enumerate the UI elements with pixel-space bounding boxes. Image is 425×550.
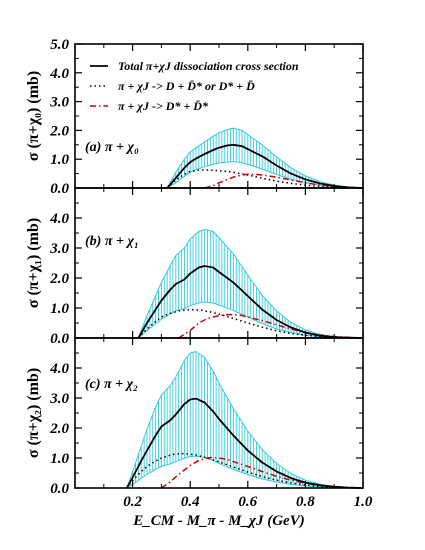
panel-b-ylabel: σ (π+χ₁) (mb) — [25, 218, 42, 308]
panel-b-curve-layer — [137, 265, 364, 339]
y-tick-label: 0.0 — [50, 481, 69, 497]
panel-a-ylabel: σ (π+χ₀) (mb) — [25, 71, 42, 161]
band-upper-line — [137, 228, 364, 339]
y-tick-label: 2.0 — [49, 271, 69, 287]
y-tick-label: 1.0 — [50, 301, 69, 317]
y-tick-label: 3.0 — [49, 95, 69, 111]
panel-a-curve-layer — [166, 143, 364, 189]
total-curve — [126, 397, 364, 489]
panel-b-band-layer — [137, 228, 364, 339]
x-tick-label: 0.6 — [238, 494, 257, 510]
legend-total-label: Total π+χJ dissociation cross section — [118, 59, 299, 73]
dstar-dstar-curve — [178, 313, 364, 339]
panel-c: 0.0 1.0 2.0 3.0 4.0 0.2 0.4 0.6 0.8 1.0 (c) π + χ… — [25, 337, 373, 529]
panel-a: 0.0 1.0 2.0 3.0 4.0 5.0 (a) π + χ₀ σ (π+χ₀) (… — [25, 37, 364, 197]
y-tick-label: 4.0 — [49, 211, 69, 227]
x-tick-label: 1.0 — [354, 494, 373, 510]
y-tick-label: 1.0 — [50, 152, 69, 168]
dstar-dstar-curve — [204, 173, 364, 189]
total-curve — [137, 265, 364, 339]
panel-a-label: (a) π + χ₀ — [85, 140, 139, 155]
legend-dsds-label: π + χJ -> D* + D̄* — [118, 99, 209, 113]
panel-a-axes: 0.0 1.0 2.0 3.0 4.0 5.0 — [49, 37, 364, 197]
panel-c-ylabel: σ (π+χ₂) (mb) — [25, 368, 42, 458]
panel-c-label: (c) π + χ₂ — [85, 377, 138, 392]
legend-dd-label: π + χJ -> D + D̄* or D* + D̄ — [118, 79, 255, 93]
y-tick-label: 4.0 — [49, 66, 69, 82]
y-tick-label: 1.0 — [50, 451, 69, 467]
panel-b-label: (b) π + χ₁ — [85, 234, 139, 249]
legend: Total π+χJ dissociation cross section π … — [90, 59, 299, 113]
band-lower-line — [138, 301, 363, 339]
y-tick-label: 3.0 — [49, 391, 69, 407]
y-tick-label: 0.0 — [50, 181, 69, 197]
panel-b: 0.0 1.0 2.0 3.0 4.0 (b) π + χ₁ σ (π+χ₁) (mb) — [25, 187, 364, 347]
panel-b-axes: 0.0 1.0 2.0 3.0 4.0 — [49, 188, 364, 347]
x-tick-label: 0.8 — [296, 494, 315, 510]
x-tick-label: 0.2 — [123, 494, 142, 510]
y-tick-label: 3.0 — [49, 241, 69, 257]
x-tick-label: 0.4 — [181, 494, 200, 510]
panel-c-axes: 0.0 1.0 2.0 3.0 4.0 0.2 0.4 0.6 0.8 1.0 — [49, 338, 373, 510]
y-tick-label: 0.0 — [50, 331, 69, 347]
x-axis-label: E_CM - M_π - M_χJ (GeV) — [132, 513, 304, 529]
y-tick-label: 2.0 — [49, 421, 69, 437]
d-dstar-curve — [126, 452, 364, 489]
y-tick-label: 2.0 — [49, 123, 69, 139]
y-tick-label: 4.0 — [49, 361, 69, 377]
band-upper-line — [126, 350, 364, 489]
panel-c-curve-layer — [126, 397, 364, 489]
y-tick-label: 5.0 — [50, 37, 69, 53]
band-lower-line — [166, 160, 364, 189]
band-upper-line — [166, 127, 364, 189]
panel-c-band-layer — [126, 350, 364, 489]
total-curve — [166, 143, 364, 189]
